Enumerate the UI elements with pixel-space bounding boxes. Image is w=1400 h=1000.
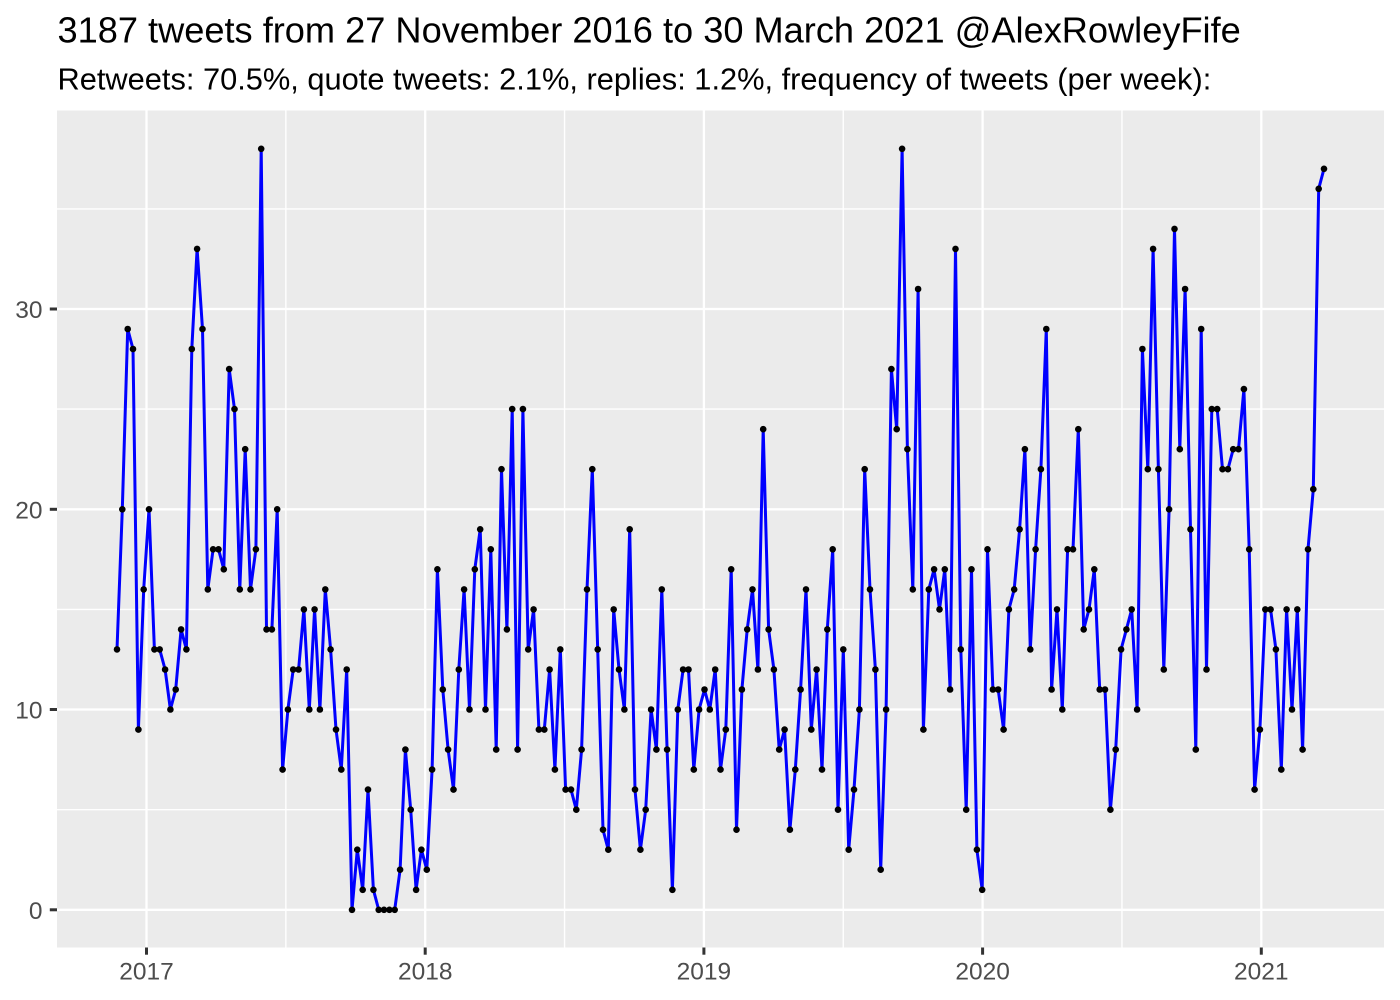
svg-text:10: 10: [15, 698, 42, 725]
svg-text:2020: 2020: [955, 959, 1010, 986]
svg-text:2018: 2018: [398, 959, 453, 986]
svg-text:Retweets: 70.5%, quote tweets:: Retweets: 70.5%, quote tweets: 2.1%, rep…: [58, 61, 1212, 96]
svg-text:2017: 2017: [119, 959, 174, 986]
svg-text:3187 tweets from 27 November 2: 3187 tweets from 27 November 2016 to 30 …: [58, 10, 1241, 51]
svg-text:2019: 2019: [677, 959, 732, 986]
svg-text:30: 30: [15, 297, 42, 324]
svg-text:2021: 2021: [1234, 959, 1289, 986]
svg-text:20: 20: [15, 497, 42, 524]
svg-text:0: 0: [29, 898, 43, 925]
